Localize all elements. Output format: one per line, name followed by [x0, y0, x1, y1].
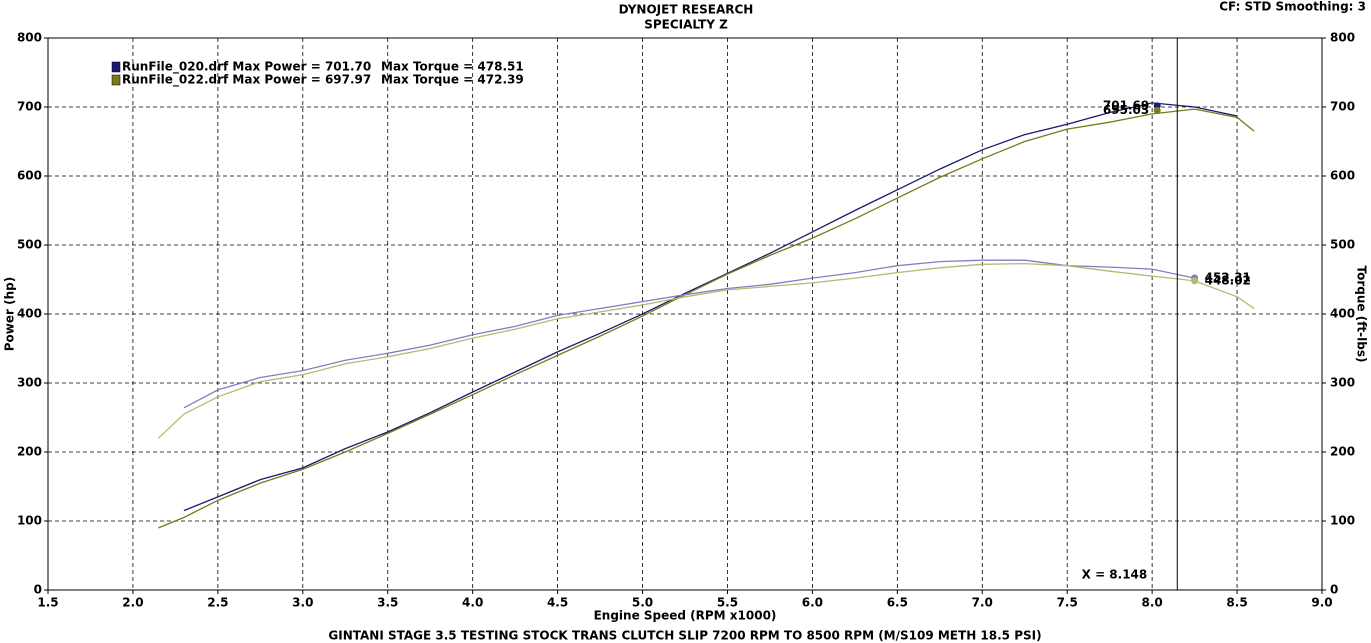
x-tick-label: 5.0: [632, 596, 653, 610]
y2-tick-label: 600: [1330, 169, 1355, 183]
y-axis-label: Power (hp): [3, 277, 17, 351]
x-tick-label: 3.0: [292, 596, 313, 610]
y-tick-label: 700: [17, 100, 42, 114]
legend-torque: Max Torque = 472.39: [381, 73, 524, 87]
y-tick-label: 800: [17, 31, 42, 45]
marker-label: 452.31: [1205, 270, 1251, 284]
y2-tick-label: 700: [1330, 100, 1355, 114]
marker-label: 701.69: [1103, 98, 1149, 112]
x-tick-label: 8.0: [1142, 596, 1163, 610]
y2-tick-label: 500: [1330, 238, 1355, 252]
x-tick-label: 6.0: [802, 596, 823, 610]
marker-label: 695.03: [1103, 103, 1149, 117]
marker-label: 448.02: [1205, 273, 1251, 287]
y2-tick-label: 0: [1330, 583, 1338, 597]
legend-torque: Max Torque = 478.51: [381, 60, 524, 74]
marker: [1191, 277, 1199, 285]
chart-title: DYNOJET RESEARCH: [619, 3, 754, 17]
y-tick-label: 100: [17, 514, 42, 528]
y-tick-label: 0: [34, 583, 42, 597]
x-tick-label: 9.0: [1311, 596, 1332, 610]
y2-tick-label: 200: [1330, 445, 1355, 459]
y2-tick-label: 300: [1330, 376, 1355, 390]
cursor-label: X = 8.148: [1082, 568, 1148, 582]
x-axis-label: Engine Speed (RPM x1000): [594, 609, 777, 623]
y-tick-label: 600: [17, 169, 42, 183]
x-tick-label: 2.5: [207, 596, 228, 610]
series-line: [183, 102, 1238, 512]
x-tick-label: 2.0: [122, 596, 143, 610]
x-tick-label: 6.5: [887, 596, 908, 610]
x-tick-label: 8.5: [1226, 596, 1247, 610]
legend-label: RunFile_022.drf Max Power = 697.97: [122, 73, 371, 88]
y2-tick-label: 400: [1330, 307, 1355, 321]
legend-label: RunFile_020.drf Max Power = 701.70: [122, 60, 371, 75]
x-tick-label: 4.5: [547, 596, 568, 610]
series-line: [157, 262, 1255, 439]
y-tick-label: 500: [17, 238, 42, 252]
y2-axis-label: Torque (ft-lbs): [1355, 266, 1369, 363]
footer: GINTANI STAGE 3.5 TESTING STOCK TRANS CL…: [328, 629, 1041, 643]
series-line: [158, 108, 1255, 529]
y2-tick-label: 100: [1330, 514, 1355, 528]
y2-tick-label: 800: [1330, 31, 1355, 45]
x-tick-label: 1.5: [37, 596, 58, 610]
x-tick-label: 3.5: [377, 596, 398, 610]
chart-subtitle: SPECIALTY Z: [644, 18, 728, 32]
x-tick-label: 5.5: [717, 596, 738, 610]
y-tick-label: 300: [17, 376, 42, 390]
legend-swatch: [111, 74, 121, 86]
legend-swatch: [111, 61, 121, 73]
x-tick-label: 4.0: [462, 596, 483, 610]
y-tick-label: 200: [17, 445, 42, 459]
y-tick-label: 400: [17, 307, 42, 321]
x-tick-label: 7.0: [972, 596, 993, 610]
x-tick-label: 7.5: [1057, 596, 1078, 610]
marker: [1153, 106, 1161, 114]
series-line: [183, 259, 1195, 409]
corner-note: CF: STD Smoothing: 3: [1219, 0, 1366, 14]
